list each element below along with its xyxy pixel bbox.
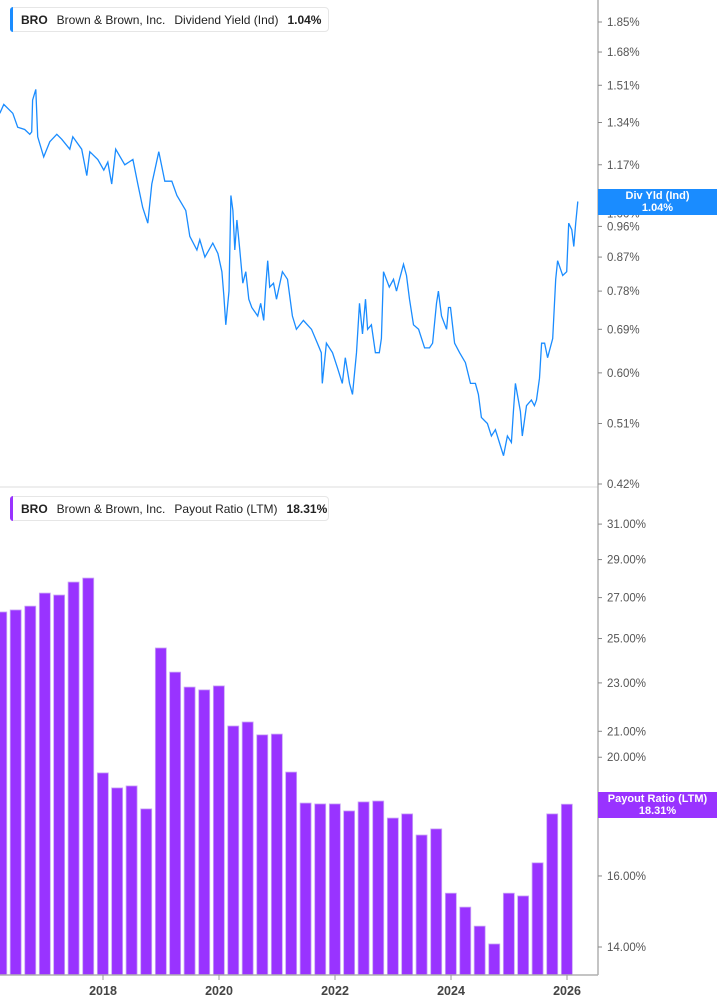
y-tick-label: 31.00% [607,519,646,531]
payout-bar [241,721,254,976]
payout-bar [212,685,225,976]
payout-bar [82,577,95,976]
y-tick-label: 16.00% [607,871,646,883]
payout-bar [24,605,37,976]
legend-company: Brown & Brown, Inc. [56,12,166,27]
y-tick-label: 23.00% [607,678,646,690]
value-label-value: 1.04% [641,202,674,214]
series-color-swatch [10,496,13,521]
legend-metric: Payout Ratio (LTM) [174,501,278,516]
payout-bar [415,834,428,976]
y-tick-label: 0.51% [607,419,640,431]
payout-bar [386,817,399,976]
y-tick-label: 25.00% [607,634,646,646]
payout-bar [96,772,109,976]
y-axis-bottom-ticks: 31.00% 29.00% 27.00% 25.00% 23.00% 21.00% 20.0… [598,519,646,954]
y-tick-label: 1.51% [607,80,640,92]
payout-bar [53,594,66,976]
y-tick-label: 0.96% [607,221,640,233]
legend-company: Brown & Brown, Inc. [56,501,166,516]
x-tick-label: 2022 [321,984,349,998]
y-tick-label: 21.00% [607,726,646,738]
payout-bar [67,581,80,976]
y-tick-label: 1.17% [607,160,640,172]
y-tick-label: 0.78% [607,286,640,298]
payout-bar [343,810,356,976]
y-tick-label: 0.60% [607,368,640,380]
y-tick-label: 29.00% [607,555,646,567]
payout-bar [111,787,124,976]
x-tick-label: 2018 [89,984,117,998]
payout-bar [546,813,559,976]
payout-bars [0,577,573,976]
y-tick-label: 1.68% [607,47,640,59]
current-value-label-payout: Payout Ratio (LTM) 18.31% [598,792,717,818]
value-label-name: Payout Ratio (LTM) [607,793,708,805]
payout-bar [125,785,138,976]
payout-bar [517,895,530,976]
legend-payout-ratio[interactable]: BRO Brown & Brown, Inc. Payout Ratio (LT… [10,496,329,521]
payout-bar [314,803,327,976]
legend-value: 1.04% [287,12,322,27]
payout-bar [198,689,211,976]
payout-bar [473,925,486,976]
x-tick-label: 2026 [553,984,581,998]
legend-ticker: BRO [21,501,48,516]
y-tick-label: 0.42% [607,479,640,491]
payout-bar [502,892,515,976]
value-label-name: Div Yld (Ind) [625,190,690,202]
legend-dividend-yield[interactable]: BRO Brown & Brown, Inc. Dividend Yield (… [10,7,329,32]
y-tick-label: 0.69% [607,324,640,336]
payout-bar [560,803,573,976]
payout-bar [285,771,298,976]
payout-bar [357,801,370,976]
payout-bar [38,592,51,976]
payout-bar [430,828,443,976]
payout-bar [9,609,22,976]
payout-bar [256,734,269,976]
payout-bar [270,733,283,976]
y-tick-label: 14.00% [607,942,646,954]
value-label-value: 18.31% [638,805,677,817]
payout-bar [154,647,167,976]
current-value-label-yield: Div Yld (Ind) 1.04% [598,189,717,215]
payout-bar [183,686,196,976]
payout-bar [299,802,312,976]
payout-bar [531,862,544,976]
dividend-yield-line [0,89,579,456]
legend-value: 18.31% [286,501,328,516]
payout-bar [372,800,385,976]
payout-bar [169,671,182,976]
payout-bar [401,813,414,976]
payout-bar [459,906,472,976]
y-tick-label: 0.87% [607,252,640,264]
y-axis-top-ticks: 1.85%1.68%1.51%1.34%1.17%1.00%0.96%0.87%… [598,17,640,491]
y-tick-label: 27.00% [607,593,646,605]
payout-bar [444,892,457,976]
x-tick-label: 2020 [205,984,233,998]
payout-bar [140,808,153,976]
legend-metric: Dividend Yield (Ind) [174,12,279,27]
payout-bar [488,943,501,976]
series-color-swatch [10,7,13,32]
legend-ticker: BRO [21,12,48,27]
y-tick-label: 20.00% [607,752,646,764]
payout-bar [328,803,341,976]
y-tick-label: 1.85% [607,17,640,29]
x-tick-label: 2024 [437,984,465,998]
y-tick-label: 1.34% [607,117,640,129]
x-axis-ticks: 2018 2020 2022 2024 2026 [89,975,581,998]
payout-bar [227,725,240,976]
payout-bar [0,611,8,976]
